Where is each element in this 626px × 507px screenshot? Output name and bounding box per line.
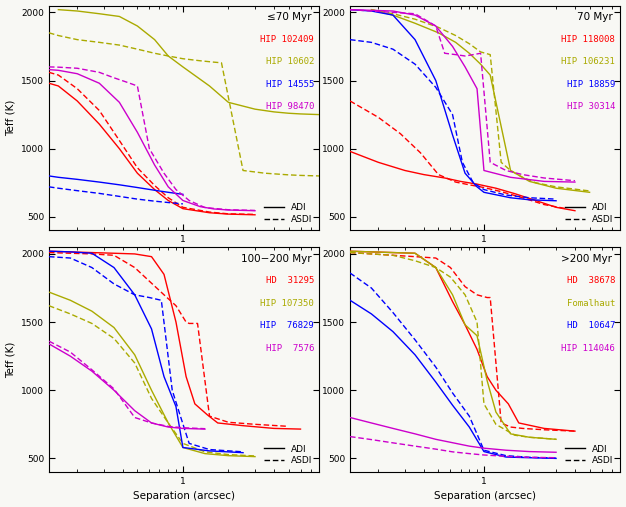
Text: >200 Myr: >200 Myr: [562, 254, 612, 264]
Legend: ADI, ASDI: ADI, ASDI: [264, 203, 312, 224]
Text: 100−200 Myr: 100−200 Myr: [240, 254, 311, 264]
Text: HD  38678: HD 38678: [567, 276, 615, 285]
Text: 70 Myr: 70 Myr: [577, 12, 612, 22]
Text: HIP 102409: HIP 102409: [260, 35, 314, 44]
X-axis label: Separation (arcsec): Separation (arcsec): [133, 491, 235, 501]
Text: HD  31295: HD 31295: [265, 276, 314, 285]
Text: HIP 118008: HIP 118008: [562, 35, 615, 44]
Text: ≤70 Myr: ≤70 Myr: [267, 12, 311, 22]
Y-axis label: Teff (K): Teff (K): [6, 100, 16, 136]
Text: HIP 107350: HIP 107350: [260, 299, 314, 308]
X-axis label: Separation (arcsec): Separation (arcsec): [434, 491, 536, 501]
Text: Fomalhaut: Fomalhaut: [567, 299, 615, 308]
Text: HIP  76829: HIP 76829: [260, 321, 314, 331]
Text: HIP 10602: HIP 10602: [265, 57, 314, 66]
Y-axis label: Teff (K): Teff (K): [6, 341, 16, 378]
Text: HD  10647: HD 10647: [567, 321, 615, 331]
Text: HIP 18859: HIP 18859: [567, 80, 615, 89]
Text: HIP 98470: HIP 98470: [265, 102, 314, 111]
Text: HIP 106231: HIP 106231: [562, 57, 615, 66]
Text: HIP 30314: HIP 30314: [567, 102, 615, 111]
Legend: ADI, ASDI: ADI, ASDI: [565, 445, 613, 465]
Text: HIP  7576: HIP 7576: [265, 344, 314, 353]
Text: HIP 14555: HIP 14555: [265, 80, 314, 89]
Legend: ADI, ASDI: ADI, ASDI: [565, 203, 613, 224]
Text: HIP 114046: HIP 114046: [562, 344, 615, 353]
Legend: ADI, ASDI: ADI, ASDI: [264, 445, 312, 465]
